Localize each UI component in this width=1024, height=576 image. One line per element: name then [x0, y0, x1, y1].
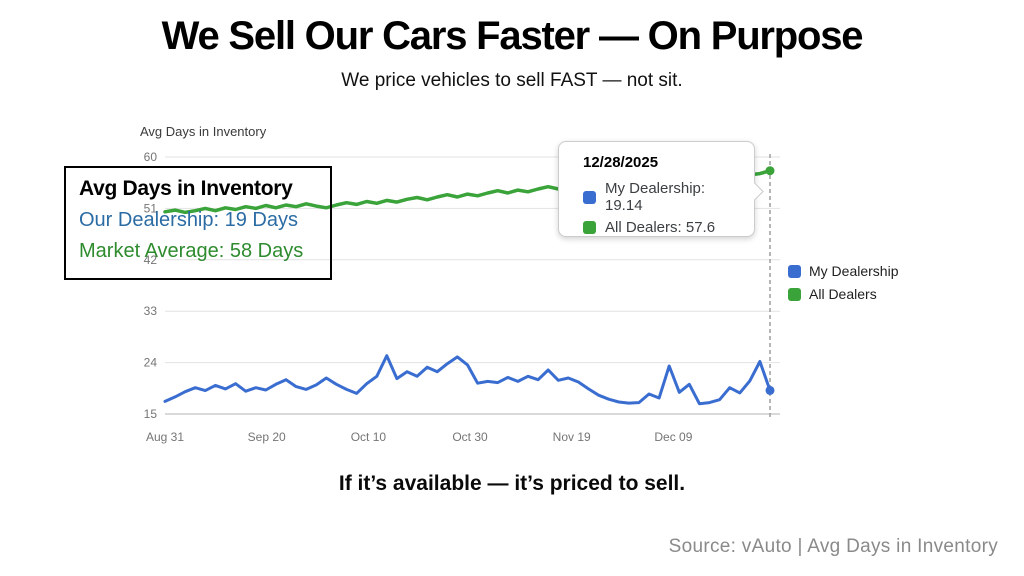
tooltip-row-my-dealership: My Dealership: 19.14 — [583, 180, 744, 214]
x-axis-tick-label: Sep 20 — [248, 430, 286, 444]
legend-label-my-dealership: My Dealership — [809, 263, 899, 279]
x-axis-tick-label: Oct 10 — [351, 430, 387, 444]
callout-our-dealership: Our Dealership: 19 Days — [79, 209, 298, 231]
tagline: If it’s available — it’s priced to sell. — [338, 472, 686, 495]
y-axis-tick-label: 33 — [144, 304, 158, 318]
series-endpoint-all-dealers[interactable] — [765, 166, 775, 176]
y-axis-tick-label: 60 — [144, 150, 158, 164]
stats-callout-box: Avg Days in Inventory Our Dealership: 19… — [64, 166, 332, 280]
legend-item-all-dealers[interactable]: All Dealers — [788, 286, 898, 302]
chart-legend: My Dealership All Dealers — [788, 263, 898, 302]
x-axis-tick-label: Nov 19 — [553, 430, 591, 444]
page-subtitle: We price vehicles to sell FAST — not sit… — [341, 70, 683, 91]
chart-hover-tooltip: 12/28/2025 My Dealership: 19.14 All Deal… — [558, 141, 764, 237]
y-axis-tick-label: 42 — [144, 253, 158, 267]
series-line-my-dealership[interactable] — [163, 354, 772, 406]
tooltip-row-all-dealers: All Dealers: 57.6 — [583, 219, 744, 236]
page-title: We Sell Our Cars Faster — On Purpose — [161, 14, 864, 58]
tooltip-date: 12/28/2025 — [583, 154, 659, 171]
series-endpoint-my-dealership[interactable] — [765, 385, 775, 395]
callout-market-average: Market Average: 58 Days — [79, 240, 304, 262]
y-axis-tick-label: 51 — [144, 201, 158, 215]
y-axis-tick-label: 15 — [144, 407, 158, 421]
legend-label-all-dealers: All Dealers — [809, 286, 877, 302]
my-dealership-swatch-icon — [788, 264, 801, 278]
x-axis-tick-label: Aug 31 — [146, 430, 184, 444]
tooltip-blue-swatch-icon — [583, 190, 596, 204]
legend-item-my-dealership[interactable]: My Dealership — [788, 263, 898, 279]
chart-title: Avg Days in Inventory — [140, 124, 267, 139]
y-axis-tick-label: 24 — [144, 356, 158, 370]
all-dealers-swatch-icon — [788, 287, 801, 301]
tooltip-green-swatch-icon — [583, 221, 596, 234]
x-axis-tick-label: Oct 30 — [452, 430, 488, 444]
x-axis-tick-label: Dec 09 — [654, 430, 692, 444]
source-attribution: Source: vAuto | Avg Days in Inventory — [668, 536, 998, 557]
callout-title: Avg Days in Inventory — [79, 177, 293, 200]
tooltip-my-dealership-value: My Dealership: 19.14 — [605, 180, 706, 214]
tooltip-all-dealers-value: All Dealers: 57.6 — [605, 219, 716, 236]
